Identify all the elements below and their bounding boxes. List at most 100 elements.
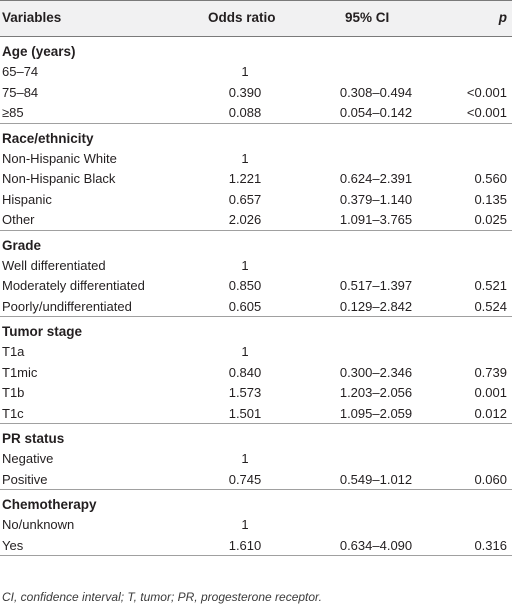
ci-cell: 0.517–1.397 — [339, 278, 413, 293]
row-label: Hispanic — [2, 191, 52, 207]
table-row: Hispanic 0.657 0.379–1.140 0.135 — [0, 189, 512, 210]
group-title: Age (years) — [2, 44, 76, 59]
table-row: Moderately differentiated 0.850 0.517–1.39… — [0, 275, 512, 296]
table-group: PR status Negative 1 Positive 0.745 0.549–1.0… — [0, 424, 512, 490]
p-value-cell: 0.135 — [474, 191, 507, 207]
table-row: Positive 0.745 0.549–1.012 0.060 — [0, 469, 512, 490]
table-footnote: CI, confidence interval; T, tumor; PR, p… — [2, 590, 322, 604]
p-value-cell: <0.001 — [466, 105, 507, 120]
row-label: 65–74 — [2, 64, 39, 79]
odds-ratio-cell: 1 — [241, 64, 249, 79]
row-label: Yes — [2, 537, 24, 553]
header-variables: Variables — [2, 10, 62, 25]
row-label: Moderately differentiated — [2, 278, 145, 293]
table-row: Negative 1 — [0, 448, 512, 469]
odds-ratio-cell: 1 — [241, 257, 249, 273]
odds-ratio-cell: 1 — [241, 517, 249, 532]
group-header: Race/ethnicity — [0, 124, 512, 148]
ci-cell: 0.129–2.842 — [339, 298, 413, 314]
table-row: T1a 1 — [0, 341, 512, 362]
group-header: Chemotherapy — [0, 490, 512, 514]
group-header: Grade — [0, 231, 512, 255]
row-label: Non-Hispanic Black — [2, 171, 116, 186]
group-header: Age (years) — [0, 37, 512, 61]
row-label: 75–84 — [2, 84, 39, 100]
p-value-cell: 0.012 — [474, 405, 507, 421]
ci-cell: 0.624–2.391 — [339, 171, 413, 186]
table-row: No/unknown 1 — [0, 514, 512, 535]
ci-cell: 1.095–2.059 — [339, 405, 413, 421]
row-label: T1c — [2, 405, 24, 421]
table-row: Well differentiated 1 — [0, 255, 512, 276]
p-value-cell: 0.739 — [474, 364, 507, 380]
odds-ratio-cell: 0.745 — [228, 471, 262, 487]
ci-cell: 1.203–2.056 — [339, 385, 413, 400]
table-row: Other 2.026 1.091–3.765 0.025 — [0, 209, 512, 230]
p-value-cell: 0.521 — [474, 278, 507, 293]
table-group: Grade Well differentiated 1 Moderately diff… — [0, 231, 512, 317]
row-label: T1b — [2, 385, 25, 400]
table-row: T1mic 0.840 0.300–2.346 0.739 — [0, 362, 512, 383]
group-title: Tumor stage — [2, 324, 83, 339]
odds-ratio-cell: 0.850 — [228, 278, 262, 293]
row-label: Other — [2, 212, 35, 227]
odds-ratio-cell: 1 — [241, 344, 249, 359]
odds-ratio-cell: 0.088 — [228, 105, 262, 120]
p-value-cell: 0.524 — [474, 298, 507, 314]
group-title: PR status — [2, 431, 65, 446]
odds-ratio-cell: 0.657 — [228, 191, 262, 207]
group-title: Grade — [2, 237, 42, 253]
ci-cell: 0.308–0.494 — [339, 84, 413, 100]
ci-cell: 0.379–1.140 — [339, 191, 413, 207]
odds-ratio-cell: 0.840 — [228, 364, 262, 380]
row-label: Poorly/undifferentiated — [2, 298, 132, 314]
table-group: Chemotherapy No/unknown 1 Yes 1.610 0.634–4.0… — [0, 490, 512, 556]
row-label: Negative — [2, 451, 54, 466]
table-body: Age (years) 65–74 1 75–84 0.390 0.308–0.494 <0… — [0, 37, 512, 556]
group-header: PR status — [0, 424, 512, 448]
table-group: Race/ethnicity Non-Hispanic White 1 Non-His… — [0, 124, 512, 231]
p-value-cell: 0.001 — [474, 385, 507, 400]
ci-cell: 1.091–3.765 — [339, 212, 413, 227]
ci-cell: 0.054–0.142 — [339, 105, 413, 120]
odds-ratio-cell: 2.026 — [228, 212, 262, 227]
odds-ratio-cell: 1.573 — [228, 385, 262, 400]
p-value-cell: 0.060 — [474, 471, 507, 487]
table-row: ≥85 0.088 0.054–0.142 <0.001 — [0, 102, 512, 123]
row-label: ≥85 — [2, 105, 24, 120]
p-value-cell: 0.316 — [474, 537, 507, 553]
odds-ratio-cell: 1 — [241, 150, 249, 166]
group-header: Tumor stage — [0, 317, 512, 341]
ci-cell: 0.549–1.012 — [339, 471, 413, 487]
table-row: Non-Hispanic Black 1.221 0.624–2.391 0.560 — [0, 168, 512, 189]
p-value-cell: <0.001 — [466, 84, 507, 100]
odds-ratio-table: Variables Odds ratio 95% CI p Age (years… — [0, 0, 512, 556]
row-label: Non-Hispanic White — [2, 150, 117, 166]
table-row: Yes 1.610 0.634–4.090 0.316 — [0, 535, 512, 556]
ci-cell: 0.300–2.346 — [339, 364, 413, 380]
odds-ratio-cell: 1 — [241, 451, 249, 466]
group-title: Chemotherapy — [2, 497, 97, 512]
table-row: Poorly/undifferentiated 0.605 0.129–2.842 0… — [0, 296, 512, 317]
ci-cell: 0.634–4.090 — [339, 537, 413, 553]
row-label: Well differentiated — [2, 257, 106, 273]
row-label: No/unknown — [2, 517, 75, 532]
table-group: Age (years) 65–74 1 75–84 0.390 0.308–0.494 <0… — [0, 37, 512, 124]
header-odds-ratio: Odds ratio — [208, 10, 276, 25]
table-row: 65–74 1 — [0, 61, 512, 82]
header-ci: 95% CI — [345, 10, 390, 25]
row-label: T1mic — [2, 364, 38, 380]
p-value-cell: 0.560 — [474, 171, 507, 186]
table-header: Variables Odds ratio 95% CI p — [0, 0, 512, 37]
odds-ratio-cell: 1.610 — [228, 537, 262, 553]
odds-ratio-cell: 1.501 — [228, 405, 262, 421]
odds-ratio-cell: 0.390 — [228, 84, 262, 100]
odds-ratio-cell: 0.605 — [228, 298, 262, 314]
table-group: Tumor stage T1a 1 T1mic 0.840 0.300–2.346 0.73… — [0, 317, 512, 424]
table-row: 75–84 0.390 0.308–0.494 <0.001 — [0, 82, 512, 103]
row-label: T1a — [2, 344, 25, 359]
row-label: Positive — [2, 471, 48, 487]
group-title: Race/ethnicity — [2, 130, 94, 146]
header-p: p — [498, 10, 507, 25]
odds-ratio-cell: 1.221 — [228, 171, 262, 186]
